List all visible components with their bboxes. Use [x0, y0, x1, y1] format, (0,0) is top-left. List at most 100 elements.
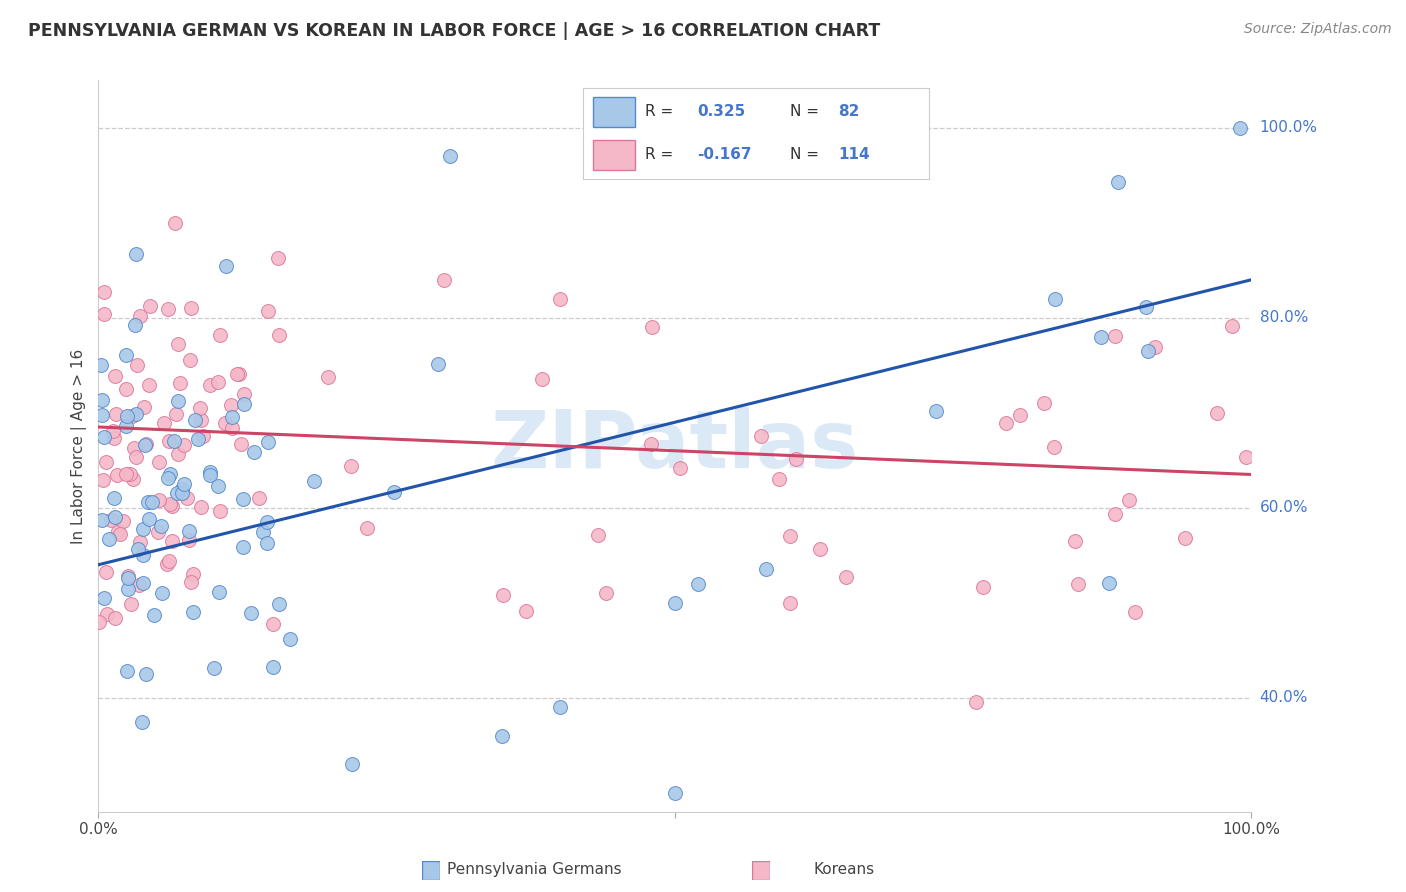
Point: [87, 615, 110, 630]
Point: [135, 436, 157, 450]
Point: [1174, 531, 1197, 545]
Point: [755, 562, 778, 576]
Point: [190, 500, 212, 514]
Point: [179, 352, 201, 367]
Point: [641, 320, 664, 334]
Point: [1045, 292, 1067, 306]
Point: [100, 513, 122, 527]
Point: [190, 413, 212, 427]
Point: [256, 515, 278, 529]
Point: [104, 368, 127, 383]
Point: [548, 700, 571, 714]
Point: [664, 596, 686, 610]
Point: [1067, 576, 1090, 591]
Point: [93, 285, 115, 300]
Point: [202, 661, 225, 675]
Point: [142, 608, 165, 623]
Point: [340, 757, 363, 772]
Point: [132, 576, 155, 591]
Point: [515, 604, 537, 618]
Point: [491, 729, 513, 743]
Point: [128, 578, 150, 592]
Point: [104, 509, 127, 524]
Point: [153, 416, 176, 430]
Point: [101, 424, 124, 438]
Point: [664, 786, 686, 800]
Point: [165, 407, 187, 421]
Point: [262, 616, 284, 631]
Point: [184, 413, 207, 427]
Point: [209, 328, 232, 343]
Point: [207, 375, 229, 389]
Text: 80.0%: 80.0%: [1260, 310, 1308, 326]
Point: [169, 376, 191, 391]
Point: [172, 485, 194, 500]
Point: [139, 299, 162, 313]
Point: [157, 434, 180, 448]
Point: [267, 597, 290, 611]
Point: [1236, 450, 1258, 464]
Point: [1063, 534, 1085, 549]
Point: [221, 397, 243, 411]
Point: [187, 432, 209, 446]
Point: [1220, 319, 1243, 334]
Point: [117, 569, 139, 583]
Point: [835, 570, 858, 584]
Point: [93, 430, 115, 444]
Point: [129, 535, 152, 549]
Point: [121, 409, 143, 423]
Point: [1144, 340, 1167, 354]
Point: [90, 358, 112, 372]
Point: [150, 519, 173, 533]
Point: [1118, 493, 1140, 508]
Point: [134, 401, 156, 415]
Point: [439, 149, 461, 163]
Point: [165, 215, 187, 229]
Point: [91, 473, 114, 487]
Point: [122, 442, 145, 456]
Point: [548, 292, 571, 306]
Point: [94, 565, 117, 579]
Point: [96, 607, 118, 622]
Point: [180, 575, 202, 590]
Point: [1107, 175, 1129, 189]
Point: [779, 529, 801, 543]
Point: [110, 527, 132, 541]
Point: [124, 318, 146, 332]
Point: [167, 447, 190, 461]
Point: [382, 485, 405, 500]
Text: Pennsylvania Germans: Pennsylvania Germans: [447, 863, 621, 877]
Text: 100.0%: 100.0%: [1260, 120, 1317, 136]
Point: [107, 524, 129, 538]
Point: [1229, 120, 1251, 135]
Point: [124, 450, 146, 465]
Point: [243, 444, 266, 458]
Point: [356, 521, 378, 535]
Point: [176, 491, 198, 505]
Point: [353, 814, 375, 829]
Point: [226, 368, 249, 382]
Point: [148, 492, 170, 507]
Point: [232, 540, 254, 554]
Point: [972, 580, 994, 594]
Point: [128, 309, 150, 323]
Point: [231, 436, 253, 450]
Point: [166, 486, 188, 500]
Point: [233, 387, 256, 401]
Point: [162, 533, 184, 548]
Point: [994, 416, 1017, 430]
Point: [1135, 300, 1157, 314]
Text: PENNSYLVANIA GERMAN VS KOREAN IN LABOR FORCE | AGE > 16 CORRELATION CHART: PENNSYLVANIA GERMAN VS KOREAN IN LABOR F…: [28, 22, 880, 40]
Point: [131, 715, 153, 730]
Point: [115, 665, 138, 679]
Point: [492, 588, 515, 602]
Point: [1097, 575, 1119, 590]
Point: [426, 358, 449, 372]
Y-axis label: In Labor Force | Age > 16: In Labor Force | Age > 16: [72, 349, 87, 543]
Point: [94, 455, 117, 469]
Point: [257, 304, 280, 318]
Point: [267, 327, 290, 342]
Point: [214, 416, 236, 430]
Point: [104, 610, 127, 624]
Text: Koreans: Koreans: [813, 863, 875, 877]
